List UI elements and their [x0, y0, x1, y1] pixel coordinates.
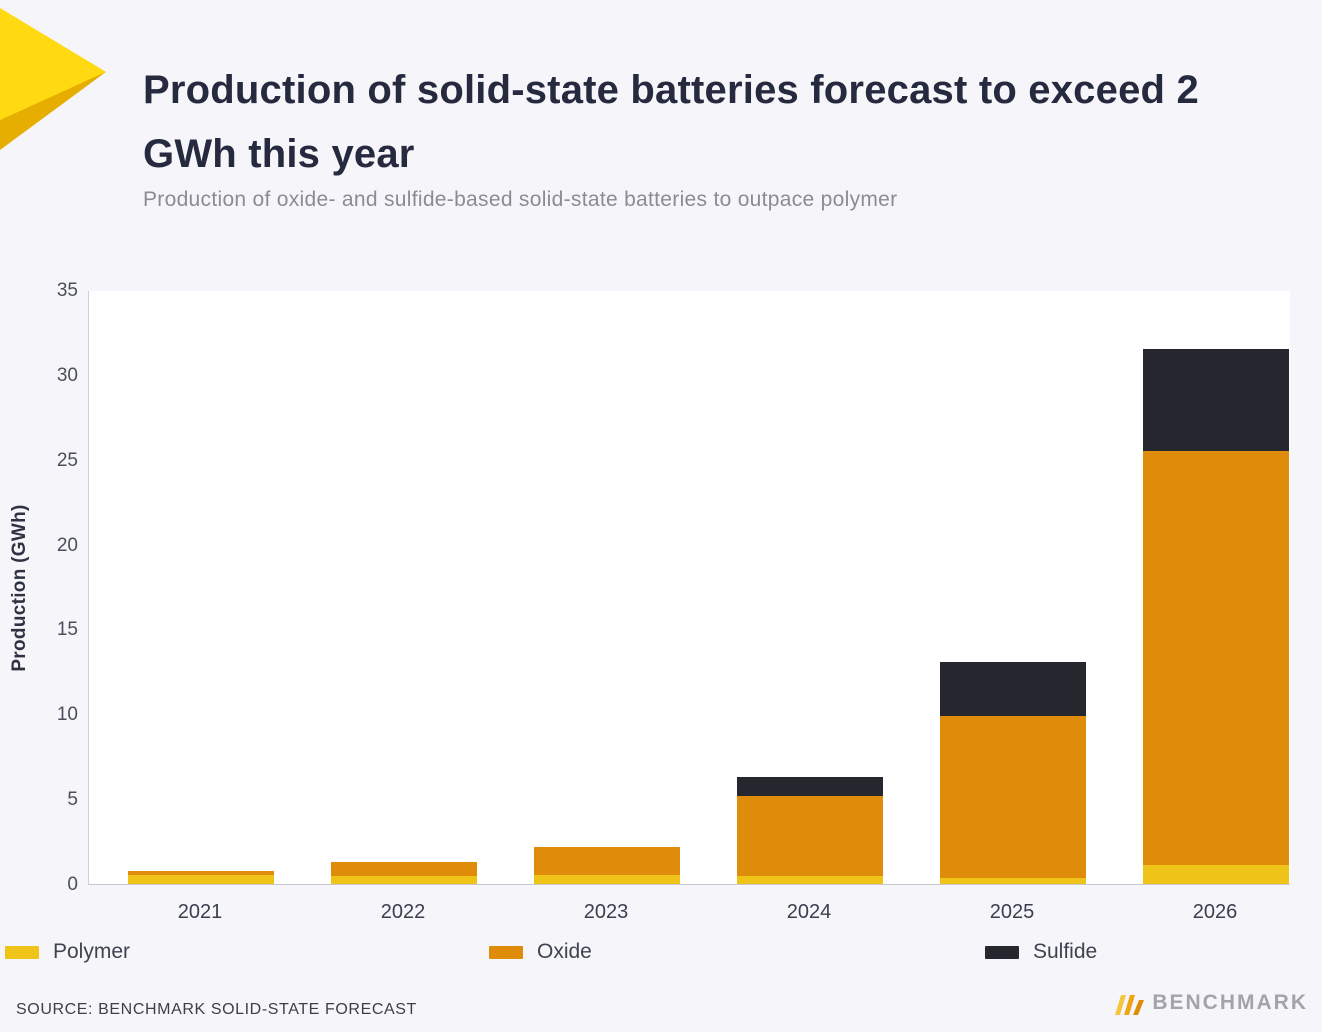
x-tick-label: 2021 [177, 901, 223, 923]
x-tick-label: 2023 [583, 901, 629, 923]
bar-segment-oxide [1143, 451, 1289, 866]
legend-label-sulfide: Sulfide [1033, 940, 1098, 963]
x-tick-label: 2022 [380, 901, 426, 923]
bar-segment-polymer [940, 878, 1086, 884]
y-tick-label: 20 [56, 534, 78, 556]
benchmark-logo-icon [1115, 995, 1145, 1015]
y-tick-label: 15 [56, 619, 78, 641]
y-tick-label: 10 [56, 704, 78, 726]
corner-flag-decoration [0, 8, 106, 150]
y-tick-label: 30 [56, 364, 78, 386]
legend-item-oxide: Oxide [489, 936, 592, 968]
benchmark-logo: BENCHMARK [1112, 988, 1308, 1018]
bar-segment-polymer [737, 875, 883, 884]
bar-segment-oxide [940, 716, 1086, 879]
bar-segment-polymer [1143, 865, 1289, 884]
legend-label-oxide: Oxide [537, 940, 592, 963]
bar-segment-polymer [534, 874, 680, 884]
chart-legend: Polymer Oxide Sulfide [0, 936, 1322, 968]
x-tick-label: 2024 [786, 901, 832, 923]
bar-segment-oxide [128, 871, 274, 875]
x-tick-label: 2025 [989, 901, 1035, 923]
x-tick-label: 2026 [1192, 901, 1238, 923]
y-tick-label: 35 [56, 280, 78, 301]
legend-item-polymer: Polymer [5, 936, 130, 968]
x-axis-tick-labels: 2021 2022 2023 2024 2025 2026 [88, 901, 1290, 931]
bar-segment-oxide [534, 846, 680, 875]
bar-segment-oxide [737, 795, 883, 876]
y-tick-label: 5 [67, 789, 78, 811]
oxide-swatch-icon [489, 945, 523, 959]
y-axis-tick-labels: 0 5 10 15 20 25 30 35 [26, 280, 78, 895]
page-subtitle: Production of oxide- and sulfide-based s… [143, 188, 898, 211]
bar-segment-oxide [331, 861, 477, 877]
bar-segment-sulfide [940, 661, 1086, 716]
polymer-swatch-icon [5, 945, 39, 959]
bar-segment-polymer [331, 876, 477, 884]
y-tick-label: 0 [67, 874, 78, 895]
y-tick-label: 25 [56, 449, 78, 471]
bar-segment-sulfide [737, 777, 883, 796]
chart-plot-area [88, 291, 1290, 885]
bar-segment-sulfide [1143, 349, 1289, 452]
source-note: SOURCE: BENCHMARK SOLID-STATE FORECAST [16, 1001, 417, 1018]
benchmark-logo-text: BENCHMARK [1152, 991, 1308, 1014]
legend-item-sulfide: Sulfide [985, 936, 1097, 968]
sulfide-swatch-icon [985, 945, 1019, 959]
bar-segment-polymer [128, 874, 274, 884]
legend-label-polymer: Polymer [53, 940, 131, 963]
page-title: Production of solid-state batteries fore… [143, 68, 1199, 176]
